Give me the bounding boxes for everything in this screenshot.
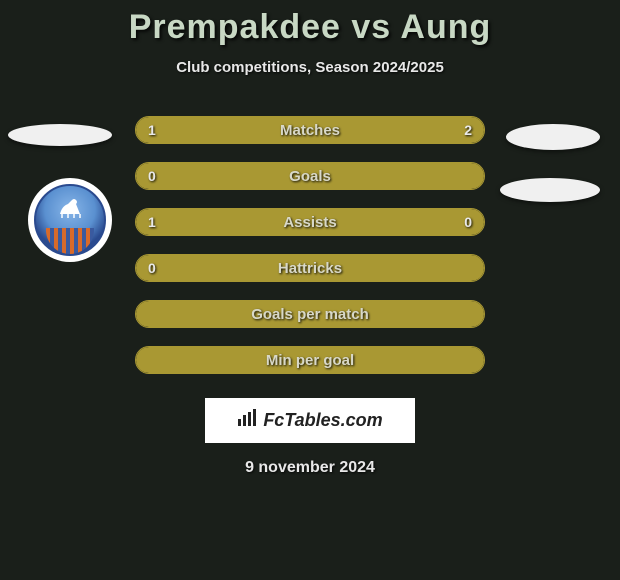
- stat-label: Goals: [136, 168, 484, 185]
- chart-icon: [237, 409, 259, 432]
- subtitle: Club competitions, Season 2024/2025: [176, 59, 444, 76]
- club-stripes: [46, 228, 94, 254]
- stat-label: Matches: [136, 122, 484, 139]
- stat-row: 12Matches: [135, 116, 485, 144]
- stats-area: 12Matches 0Goals 10Assists 0Hattricks Goals …: [135, 116, 485, 392]
- stat-row: 0Hattricks: [135, 254, 485, 282]
- stat-label: Assists: [136, 214, 484, 231]
- placeholder-ellipse: [500, 178, 600, 202]
- stat-row: 10Assists: [135, 208, 485, 236]
- badge-text: FcTables.com: [263, 410, 382, 431]
- source-badge: FcTables.com: [205, 398, 415, 443]
- placeholder-ellipse: [8, 124, 112, 146]
- page-title: Prempakdee vs Aung: [129, 8, 492, 47]
- main-container: Prempakdee vs Aung Club competitions, Se…: [0, 0, 620, 580]
- footer-date: 9 november 2024: [245, 459, 375, 477]
- stat-label: Goals per match: [136, 306, 484, 323]
- stat-row: Min per goal: [135, 346, 485, 374]
- stat-label: Min per goal: [136, 352, 484, 369]
- placeholder-ellipse: [506, 124, 600, 150]
- club-logo-left: [28, 178, 112, 262]
- stat-row: Goals per match: [135, 300, 485, 328]
- horse-icon: [56, 196, 84, 224]
- stat-row: 0Goals: [135, 162, 485, 190]
- stat-label: Hattricks: [136, 260, 484, 277]
- club-logo-graphic: [34, 184, 106, 256]
